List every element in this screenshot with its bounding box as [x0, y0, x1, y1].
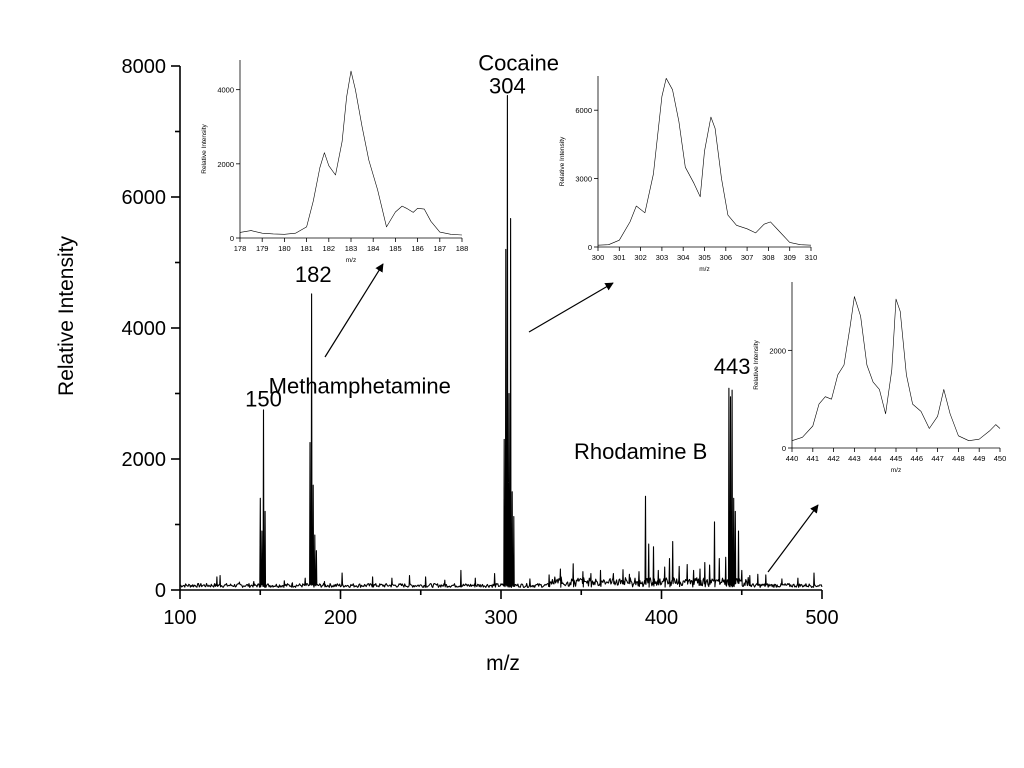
peak-annotation-1: 150 — [245, 387, 282, 412]
inset-x-tick-label: 309 — [783, 253, 796, 262]
inset-plot-2: 440 441 442 443 444 445 446 447 448 449 450 0 2000 m/… — [753, 282, 1006, 474]
x-tick-label: 200 — [324, 607, 357, 629]
inset-x-tick-label: 301 — [613, 253, 626, 262]
inset-x-tick-label: 180 — [278, 244, 291, 253]
y-tick-label: 6000 — [122, 187, 167, 209]
inset-x-tick-label: 304 — [677, 253, 690, 262]
spectrum-trace — [179, 94, 823, 588]
inset-trace — [791, 296, 1001, 441]
inset-x-tick-label: 187 — [434, 244, 447, 253]
inset-arrow-0 — [324, 263, 384, 358]
inset-x-tick-label: 305 — [698, 253, 711, 262]
inset-y-tick-label: 6000 — [575, 106, 592, 115]
inset-x-axis-label: m/z — [346, 257, 356, 264]
x-tick-label: 100 — [163, 607, 196, 629]
inset-x-tick-label: 441 — [807, 454, 820, 463]
inset-plot-1: 300 301 302 303 304 305 306 307 308 309 310 0 3000 60… — [559, 76, 817, 273]
y-tick-label: 8000 — [122, 56, 167, 78]
inset-y-axis-label: Relative Intensity — [559, 136, 566, 186]
inset-arrow-1 — [528, 282, 614, 333]
inset-x-tick-label: 303 — [656, 253, 669, 262]
peak-annotation-2: 182 — [295, 262, 332, 287]
peak-annotation-5: 443 — [714, 354, 751, 379]
inset-x-tick-label: 300 — [592, 253, 605, 262]
peak-annotation-6: Rhodamine B — [574, 439, 707, 464]
inset-trace — [239, 70, 463, 236]
inset-x-axis-label: m/z — [699, 266, 709, 273]
inset-x-tick-label: 179 — [256, 244, 269, 253]
peak-annotation-0: Methamphetamine — [269, 374, 451, 399]
inset-x-tick-label: 184 — [367, 244, 380, 253]
inset-x-tick-label: 449 — [973, 454, 986, 463]
inset-x-tick-label: 307 — [741, 253, 754, 262]
x-tick-label: 300 — [484, 607, 517, 629]
x-tick-label: 400 — [645, 607, 678, 629]
inset-x-tick-label: 446 — [911, 454, 924, 463]
inset-x-tick-label: 183 — [345, 244, 358, 253]
inset-y-tick-label: 2000 — [217, 160, 234, 169]
y-axis-label: Relative Intensity — [55, 236, 78, 396]
inset-arrow-2 — [767, 504, 819, 573]
inset-x-axis-label: m/z — [891, 467, 901, 474]
inset-y-tick-label: 2000 — [769, 346, 786, 355]
inset-y-tick-label: 0 — [588, 243, 592, 252]
x-tick-label: 500 — [805, 607, 838, 629]
inset-x-tick-label: 440 — [786, 454, 799, 463]
inset-x-tick-label: 186 — [411, 244, 424, 253]
x-axis-label: m/z — [486, 652, 520, 675]
inset-x-tick-label: 447 — [931, 454, 944, 463]
main-plot: 0 2000 4000 6000 8000 100 200 300 400 500 m/z Relat… — [55, 51, 839, 675]
inset-trace — [597, 78, 812, 246]
inset-x-tick-label: 188 — [456, 244, 469, 253]
inset-x-tick-label: 443 — [848, 454, 861, 463]
inset-y-tick-label: 0 — [230, 234, 234, 243]
inset-x-tick-label: 310 — [805, 253, 818, 262]
inset-x-tick-label: 442 — [827, 454, 840, 463]
inset-y-tick-label: 3000 — [575, 175, 592, 184]
inset-x-tick-label: 185 — [389, 244, 402, 253]
inset-y-tick-label: 4000 — [217, 86, 234, 95]
y-tick-label: 2000 — [122, 449, 167, 471]
inset-x-tick-label: 448 — [952, 454, 965, 463]
y-tick-label: 4000 — [122, 318, 167, 340]
inset-x-tick-label: 302 — [634, 253, 647, 262]
inset-x-tick-label: 181 — [300, 244, 313, 253]
inset-y-axis-label: Relative Intensity — [753, 340, 760, 390]
inset-y-axis-label: Relative Intensity — [201, 124, 208, 174]
inset-x-tick-label: 306 — [720, 253, 733, 262]
inset-x-tick-label: 445 — [890, 454, 903, 463]
inset-x-tick-label: 450 — [994, 454, 1007, 463]
inset-x-tick-label: 178 — [234, 244, 247, 253]
inset-y-tick-label: 0 — [782, 444, 786, 453]
inset-x-tick-label: 308 — [762, 253, 775, 262]
inset-x-tick-label: 182 — [323, 244, 336, 253]
inset-plot-0: 178 179 180 181 182 183 184 185 186 187 188 0 2000 40… — [201, 60, 468, 264]
peak-annotation-4: 304 — [489, 74, 526, 99]
inset-x-tick-label: 444 — [869, 454, 882, 463]
y-tick-label: 0 — [155, 580, 166, 602]
peak-annotation-3: Cocaine — [478, 51, 559, 76]
